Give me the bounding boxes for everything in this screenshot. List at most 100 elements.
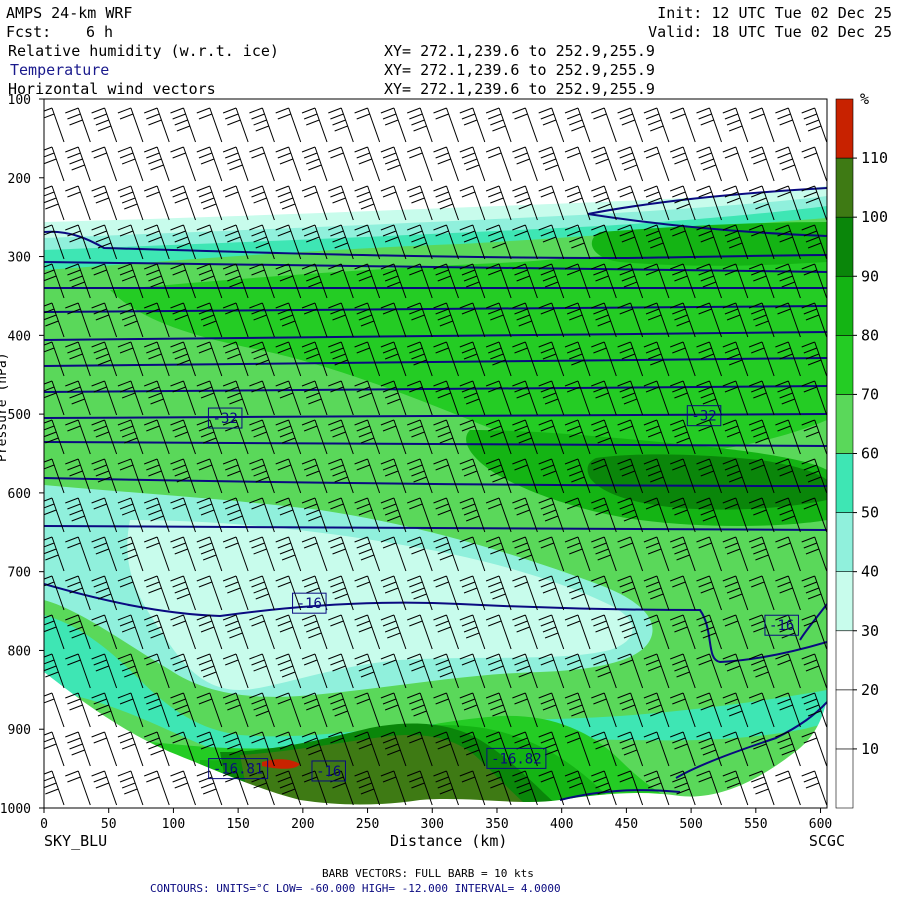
wind-barb bbox=[380, 575, 407, 611]
wind-barb bbox=[696, 302, 722, 338]
wind-barb bbox=[564, 302, 591, 338]
wind-barb bbox=[222, 497, 249, 533]
wind-barb bbox=[670, 107, 696, 143]
wind-barb bbox=[170, 380, 196, 416]
wind-barb bbox=[459, 302, 486, 338]
field-temp-name: Temperature bbox=[10, 61, 109, 79]
wind-barb bbox=[144, 341, 170, 377]
wind-barb bbox=[748, 575, 775, 611]
wind-barb bbox=[328, 302, 354, 338]
wind-barb bbox=[144, 185, 170, 221]
wind-barb bbox=[407, 692, 433, 728]
wind-barb bbox=[249, 731, 275, 767]
wind-barb bbox=[591, 497, 617, 533]
wind-barb bbox=[696, 692, 722, 728]
wind-barb bbox=[801, 419, 827, 455]
wind-barb bbox=[354, 380, 381, 416]
wind-barb bbox=[643, 458, 670, 494]
wind-barb bbox=[538, 770, 565, 806]
wind-barb bbox=[801, 185, 827, 221]
wind-barb bbox=[275, 302, 302, 338]
wind-barb bbox=[328, 185, 354, 221]
wind-barb bbox=[407, 419, 433, 455]
terrain-mask bbox=[44, 672, 827, 808]
wind-barb bbox=[117, 302, 144, 338]
wind-barb bbox=[643, 380, 670, 416]
wind-barb bbox=[380, 263, 407, 299]
wind-barb bbox=[65, 458, 91, 494]
wind-barb bbox=[696, 458, 722, 494]
wind-barb bbox=[407, 341, 433, 377]
wind-barb bbox=[433, 770, 459, 806]
wind-barb bbox=[196, 263, 223, 299]
y-tick-label: 500 bbox=[8, 408, 31, 423]
wind-barb bbox=[117, 536, 144, 572]
wind-barb bbox=[144, 575, 170, 611]
init-time: Init: 12 UTC Tue 02 Dec 25 bbox=[657, 4, 892, 22]
wind-barb bbox=[380, 380, 407, 416]
wind-barb bbox=[91, 458, 118, 494]
wind-barb bbox=[117, 341, 144, 377]
wind-barb bbox=[617, 263, 644, 299]
wind-barb bbox=[617, 731, 644, 767]
wind-barb bbox=[512, 302, 538, 338]
wind-barb bbox=[722, 419, 749, 455]
wind-barb bbox=[170, 653, 196, 689]
contour-label: -32 bbox=[213, 411, 238, 427]
wind-barb bbox=[65, 497, 91, 533]
wind-barb bbox=[775, 302, 801, 338]
wind-barb bbox=[144, 536, 170, 572]
wind-barb bbox=[670, 614, 696, 650]
wind-barb bbox=[249, 341, 275, 377]
wind-barb bbox=[722, 692, 749, 728]
wind-barb bbox=[380, 341, 407, 377]
wind-barb bbox=[65, 107, 91, 143]
wind-barb bbox=[222, 341, 249, 377]
wind-barb bbox=[117, 692, 144, 728]
wind-barb bbox=[380, 458, 407, 494]
field-wind-xy: XY= 272.1,239.6 to 252.9,255.9 bbox=[384, 80, 655, 98]
wind-barb bbox=[354, 770, 381, 806]
wind-barb bbox=[222, 731, 249, 767]
wind-barb bbox=[538, 263, 565, 299]
y-tick-label: 800 bbox=[8, 644, 31, 659]
wind-barb bbox=[222, 380, 249, 416]
colorbar-level-label: 60 bbox=[861, 445, 879, 463]
wind-barb bbox=[722, 458, 749, 494]
x-tick-label: 500 bbox=[679, 817, 702, 832]
wind-barb bbox=[748, 380, 775, 416]
wind-barb bbox=[301, 146, 328, 182]
wind-barb bbox=[354, 185, 381, 221]
wind-barb bbox=[275, 536, 302, 572]
wind-barb bbox=[459, 107, 486, 143]
wind-barb bbox=[748, 302, 775, 338]
wind-barb bbox=[696, 614, 722, 650]
wind-barb bbox=[538, 458, 565, 494]
wind-barb bbox=[801, 536, 827, 572]
wind-barb bbox=[775, 458, 801, 494]
wind-barb bbox=[328, 419, 354, 455]
wind-barb bbox=[801, 302, 827, 338]
wind-barb bbox=[170, 770, 196, 806]
wind-barb bbox=[591, 731, 617, 767]
wind-barb bbox=[91, 731, 118, 767]
wind-barb bbox=[222, 653, 249, 689]
wind-barb bbox=[643, 302, 670, 338]
wind-barb bbox=[44, 224, 65, 260]
temperature-contour-labels: -32 -32 -16 -16 -16 -16.82 -16.81 bbox=[207, 405, 799, 782]
x-tick-label: 50 bbox=[101, 817, 117, 832]
wind-barb bbox=[722, 497, 749, 533]
wind-barb bbox=[591, 224, 617, 260]
wind-barb bbox=[354, 653, 381, 689]
colorbar-level-label: 90 bbox=[861, 267, 879, 285]
wind-barb bbox=[301, 614, 328, 650]
wind-barb bbox=[117, 263, 144, 299]
wind-barb bbox=[222, 575, 249, 611]
wind-barb bbox=[591, 302, 617, 338]
wind-barb bbox=[249, 614, 275, 650]
x-tick-label: 400 bbox=[550, 817, 573, 832]
wind-barb bbox=[44, 575, 65, 611]
wind-barb bbox=[249, 107, 275, 143]
wind-barb bbox=[643, 536, 670, 572]
wind-barb bbox=[249, 380, 275, 416]
